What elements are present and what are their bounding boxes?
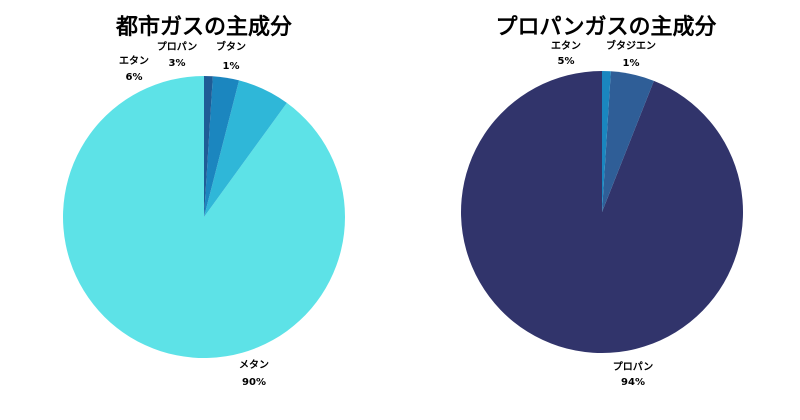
slice-label-ethane: エタン	[551, 40, 581, 52]
slice-value-butane: 1%	[223, 61, 240, 72]
slice-label-butadiene: ブタジエン	[606, 39, 656, 52]
propane-gas-slices	[461, 71, 744, 353]
city-gas-chart-title: 都市ガスの主成分	[115, 14, 292, 40]
slice-value-propane: 94%	[621, 377, 645, 388]
slice-label-propane: プロパン	[157, 40, 198, 53]
pie-slice-3	[204, 76, 240, 217]
propane-gas-pie-chart: プロパンガスの主成分 プロパン 94% エタン 5% ブタジエン 1%	[461, 15, 744, 388]
pie-slice-3	[602, 71, 611, 212]
pie-slice-1	[63, 76, 346, 358]
slice-label-ethane: エタン	[119, 55, 149, 67]
slice-label-butane: ブタン	[216, 40, 246, 53]
slice-label-propane: プロパン	[613, 360, 654, 373]
pie-slice-2	[204, 80, 287, 218]
pie-slice-2	[602, 71, 654, 212]
propane-gas-chart-title: プロパンガスの主成分	[495, 15, 716, 40]
slice-value-butadiene: 1%	[623, 58, 640, 69]
slice-value-ethane: 5%	[558, 56, 575, 67]
slice-value-propane: 3%	[169, 58, 186, 69]
pie-slice-1	[461, 71, 744, 353]
slice-value-ethane: 6%	[126, 72, 143, 83]
city-gas-slices	[63, 76, 346, 358]
pie-slice-4	[204, 76, 213, 217]
slice-label-methane: メタン	[239, 359, 269, 371]
slice-value-methane: 90%	[242, 377, 266, 388]
city-gas-pie-chart: 都市ガスの主成分 メタン 90% エタン 6% プロパン 3% ブタン 1%	[63, 14, 346, 388]
